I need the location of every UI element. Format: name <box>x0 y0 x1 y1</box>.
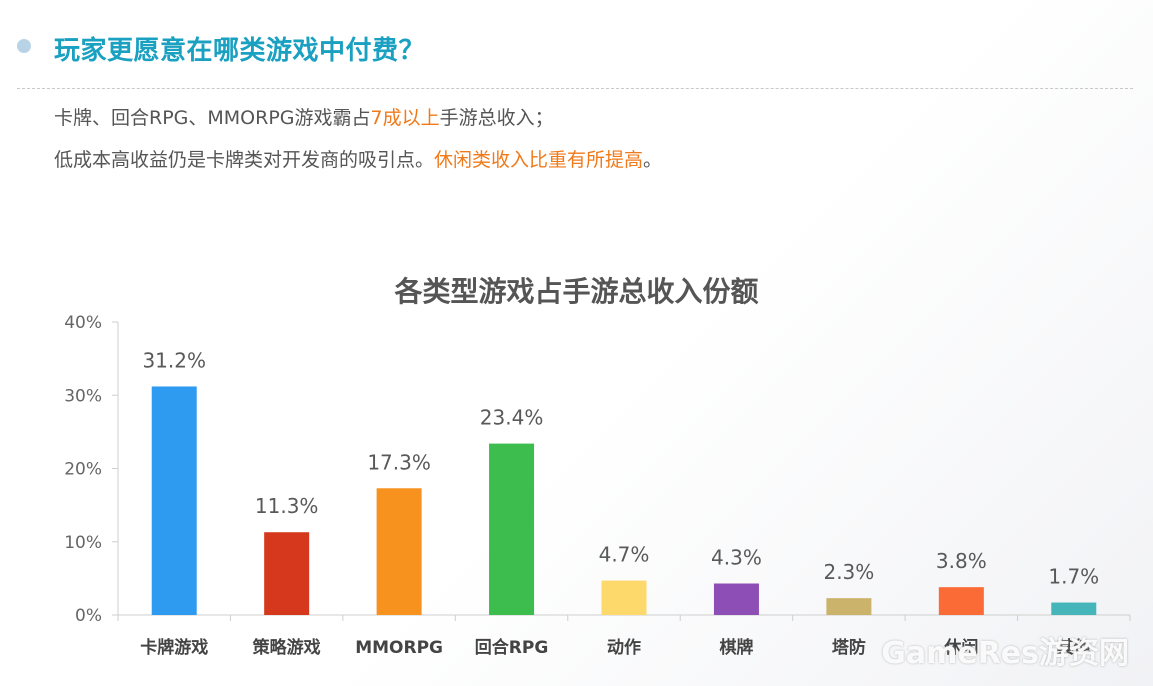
x-tick-label: 塔防 <box>832 637 866 658</box>
bar <box>713 583 759 615</box>
description-line-1: 卡牌、回合RPG、MMORPG游戏霸占7成以上手游总收入； <box>54 103 554 130</box>
data-label: 4.7% <box>599 543 650 567</box>
x-tick-label: 动作 <box>607 637 641 658</box>
data-label: 4.3% <box>711 546 762 570</box>
data-label: 2.3% <box>823 560 874 584</box>
page-title: 玩家更愿意在哪类游戏中付费？ <box>54 36 426 66</box>
description-line-1-tail: 手游总收入； <box>439 107 554 129</box>
bar <box>264 532 310 615</box>
x-tick-label: 卡牌游戏 <box>140 637 208 658</box>
x-tick-label: 休闲 <box>943 637 978 658</box>
bar <box>489 443 535 615</box>
x-tick-label: 棋牌 <box>719 637 753 658</box>
bar <box>938 587 984 615</box>
data-label: 31.2% <box>142 348 206 372</box>
bar <box>601 580 647 615</box>
description-line-2: 低成本高收益仍是卡牌类对开发商的吸引点。休闲类收入比重有所提高。 <box>54 145 662 172</box>
bar <box>1051 602 1097 615</box>
divider <box>17 88 1133 89</box>
y-tick-label: 30% <box>64 386 102 406</box>
y-tick-label: 20% <box>64 460 102 480</box>
x-tick-label: 策略游戏 <box>253 637 321 658</box>
bar <box>151 386 197 615</box>
x-tick-label: 回合RPG <box>475 637 549 658</box>
y-tick-label: 40% <box>64 313 102 333</box>
data-label: 3.8% <box>936 549 987 573</box>
x-tick-label: MMORPG <box>355 638 443 658</box>
bar <box>826 598 872 615</box>
data-label: 11.3% <box>255 494 319 518</box>
bar <box>376 488 422 615</box>
title-bullet-icon <box>17 39 31 53</box>
chart-title: 各类型游戏占手游总收入份额 <box>394 275 759 308</box>
description-line-2-highlight: 休闲类收入比重有所提高 <box>434 149 644 171</box>
description-line-2-text: 低成本高收益仍是卡牌类对开发商的吸引点。 <box>54 149 435 171</box>
data-label: 1.7% <box>1048 565 1099 589</box>
data-label: 17.3% <box>367 450 431 474</box>
y-tick-label: 10% <box>64 533 102 553</box>
watermark: GameRes游资网 <box>881 636 1129 671</box>
x-tick-label: 其他 <box>1057 637 1091 658</box>
description-line-1-highlight: 7成以上 <box>370 107 440 129</box>
data-label: 23.4% <box>480 406 544 430</box>
description-line-1-text: 卡牌、回合RPG、MMORPG游戏霸占 <box>54 107 371 129</box>
description-line-2-tail: 。 <box>643 149 663 171</box>
y-tick-label: 0% <box>75 606 102 626</box>
